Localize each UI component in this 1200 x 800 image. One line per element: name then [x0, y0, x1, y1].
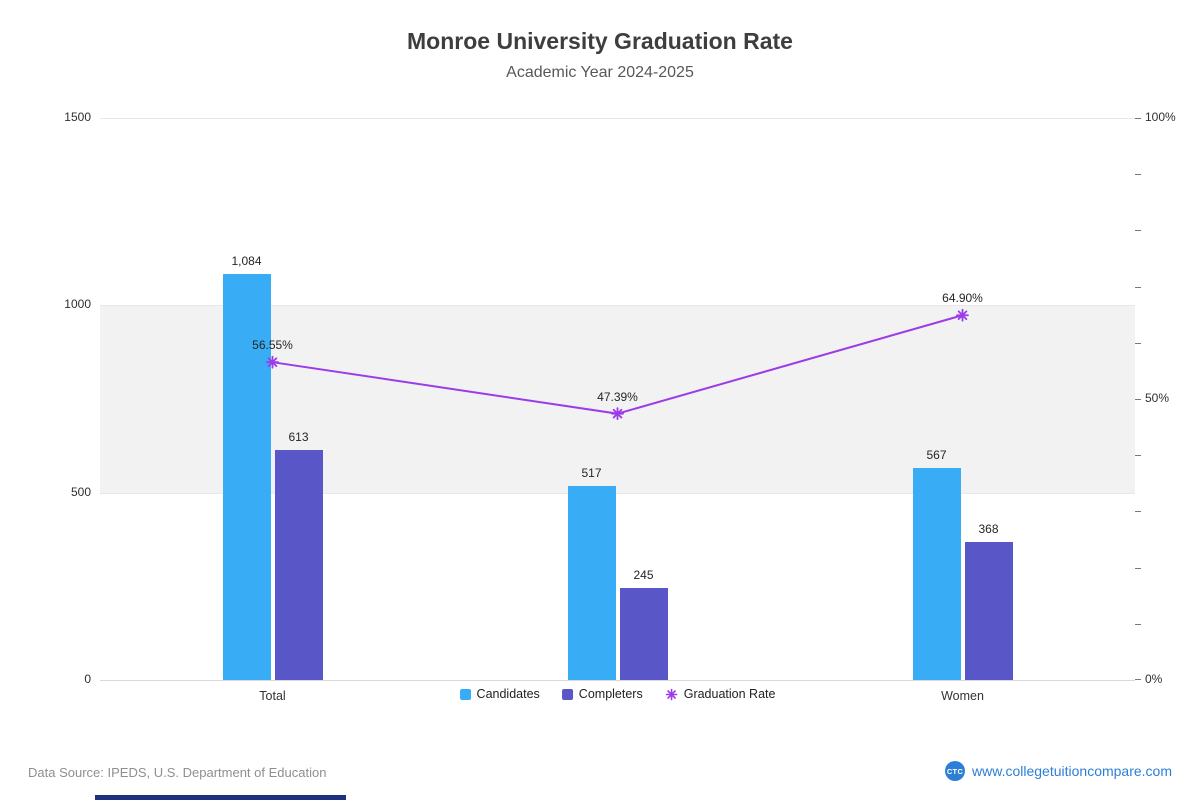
data-source-note: Data Source: IPEDS, U.S. Department of E…: [28, 765, 327, 780]
legend-item-completers[interactable]: Completers: [561, 687, 643, 701]
candidates-swatch-icon: [459, 688, 471, 700]
y-axis-tick-label: 500: [70, 484, 91, 499]
chart-legend: Candidates Completers: [445, 685, 790, 703]
graduation-rate-line: [266, 308, 969, 421]
right-axis-tick: [1135, 455, 1141, 457]
rate-value-label: 64.90%: [942, 291, 983, 306]
x-axis-category-label: Total: [259, 689, 286, 703]
right-axis-tick: [1135, 342, 1141, 344]
y-axis-tick-label: 1500: [64, 110, 91, 124]
chart-area: 1,084 613 517 245 567 368 56.55% 47.39% 64.90% C…: [64, 110, 1176, 703]
legend-item-graduation-rate[interactable]: Graduation Rate: [665, 687, 776, 701]
right-axis-tick-label: 0%: [1145, 672, 1163, 686]
chart-title: Monroe University Graduation Rate: [407, 28, 793, 54]
bar-value-label: 517: [581, 466, 602, 481]
y-axis-tick-label: 0: [84, 672, 91, 686]
plot-area: 1,084 613 517 245 567 368 56.55% 47.39% 64.90%: [100, 118, 1135, 681]
bar-value-label: 368: [978, 522, 999, 537]
y-axis-tick-label: 1000: [64, 297, 91, 312]
rate-point-marker-icon: [611, 407, 624, 421]
chart-subtitle: Academic Year 2024-2025: [506, 64, 694, 81]
plot-band: [100, 305, 1135, 493]
right-axis-tick: [1135, 174, 1141, 176]
right-axis-tick: [1135, 511, 1141, 513]
legend-label-graduation-rate: Graduation Rate: [683, 687, 776, 701]
gridline: [100, 118, 1135, 119]
gridline: [100, 305, 1135, 307]
right-axis-tick: [1135, 118, 1141, 119]
bar-value-label: 613: [288, 430, 309, 445]
completers-swatch-icon: [561, 688, 573, 700]
rate-point-marker-icon: [956, 308, 969, 322]
bar-candidates-women: [912, 467, 961, 680]
bar-completers-women: [964, 542, 1013, 680]
bottom-partial-bar: [95, 795, 346, 800]
right-axis-tick: [1135, 286, 1141, 288]
rate-point-marker-icon: [266, 355, 279, 369]
bar-completers-total: [274, 450, 323, 680]
bar-value-label: 245: [633, 568, 654, 583]
right-axis-tick: [1135, 623, 1141, 625]
legend-item-candidates[interactable]: Candidates: [459, 687, 540, 701]
bar-value-label: 1,084: [231, 253, 262, 268]
legend-label-completers: Completers: [578, 687, 643, 701]
rate-value-label: 56.55%: [252, 338, 293, 353]
bar-completers-men: [619, 588, 668, 680]
star-marker-icon: [665, 688, 678, 701]
brand: CTC www.collegetuitioncompare.com: [945, 761, 1172, 781]
ctc-logo-icon: CTC: [945, 761, 966, 781]
x-axis-category-label: Women: [941, 689, 984, 703]
website-link[interactable]: www.collegetuitioncompare.com: [972, 763, 1172, 779]
right-axis-tick: [1135, 230, 1141, 232]
rate-value-label: 47.39%: [597, 389, 638, 404]
right-axis-tick: [1135, 567, 1141, 569]
bar-value-label: 567: [926, 447, 947, 462]
bar-candidates-total: [222, 273, 271, 680]
right-axis-tick: [1135, 679, 1141, 680]
gridline: [100, 492, 1135, 494]
right-axis-tick-label: 50%: [1145, 391, 1170, 405]
right-axis-tick-label: 100%: [1145, 110, 1176, 124]
right-axis-tick: [1135, 399, 1141, 400]
bar-candidates-men: [567, 486, 616, 680]
legend-label-candidates: Candidates: [476, 687, 540, 701]
